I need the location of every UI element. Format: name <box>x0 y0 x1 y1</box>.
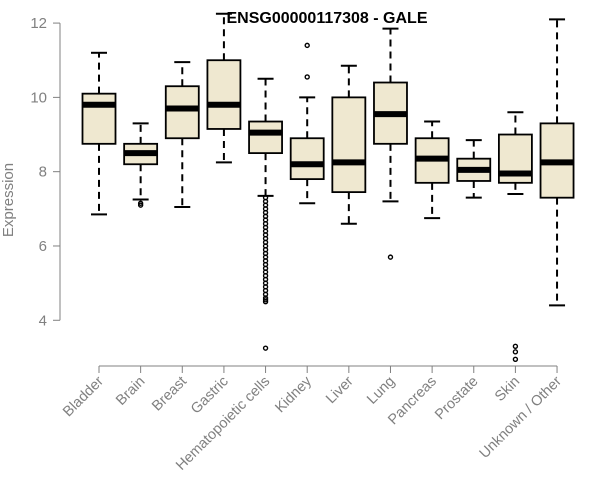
y-axis-label: Expression <box>0 163 17 237</box>
x-tick-label: Breast <box>149 374 190 415</box>
outlier-point <box>512 349 519 355</box>
box-brain <box>123 122 159 208</box>
y-axis: 4 6 8 10 12 <box>30 15 61 329</box>
outlier-point <box>262 297 269 303</box>
outlier-point <box>262 299 269 305</box>
iqr-box <box>164 85 200 140</box>
outlier-point <box>137 200 144 206</box>
iqr-box <box>248 120 283 155</box>
y-tick-label: 12 <box>30 15 47 32</box>
outlier-point <box>137 202 144 208</box>
y-tick-label: 6 <box>39 238 47 255</box>
x-tick-label: Skin <box>492 374 523 405</box>
iqr-box <box>289 137 325 181</box>
outlier-point <box>512 343 519 349</box>
box-skin <box>497 111 533 362</box>
y-tick-label: 8 <box>39 164 47 181</box>
outlier-point <box>304 74 310 80</box>
outlier-point <box>262 345 269 351</box>
box-pancreas <box>414 120 450 220</box>
x-tick-label: Prostate <box>432 374 481 423</box>
box-breast <box>164 61 200 208</box>
box-kidney <box>289 42 325 205</box>
y-tick-label: 10 <box>30 89 47 106</box>
outlier-point <box>304 42 310 49</box>
box-gastric <box>206 12 242 164</box>
boxes-group <box>81 12 575 362</box>
iqr-box <box>331 96 367 194</box>
iqr-box <box>206 59 242 130</box>
box-unknown-other <box>539 18 575 307</box>
box-liver <box>331 64 367 225</box>
x-tick-label: Brain <box>113 374 148 409</box>
box-hematopoietic-cells <box>248 77 283 351</box>
box-lung <box>373 27 408 260</box>
box-bladder <box>81 51 117 216</box>
iqr-box <box>81 92 117 145</box>
x-tick-label: Kidney <box>272 373 315 416</box>
outlier-point <box>387 254 394 260</box>
y-tick-label: 4 <box>39 312 47 329</box>
x-tick-label: Lung <box>364 374 398 408</box>
outlier-point <box>512 356 519 362</box>
chart-title: ENSG00000117308 - GALE <box>226 10 427 27</box>
x-tick-label: Liver <box>323 373 357 407</box>
box-prostate <box>456 139 492 199</box>
x-tick-label: Bladder <box>60 373 107 420</box>
